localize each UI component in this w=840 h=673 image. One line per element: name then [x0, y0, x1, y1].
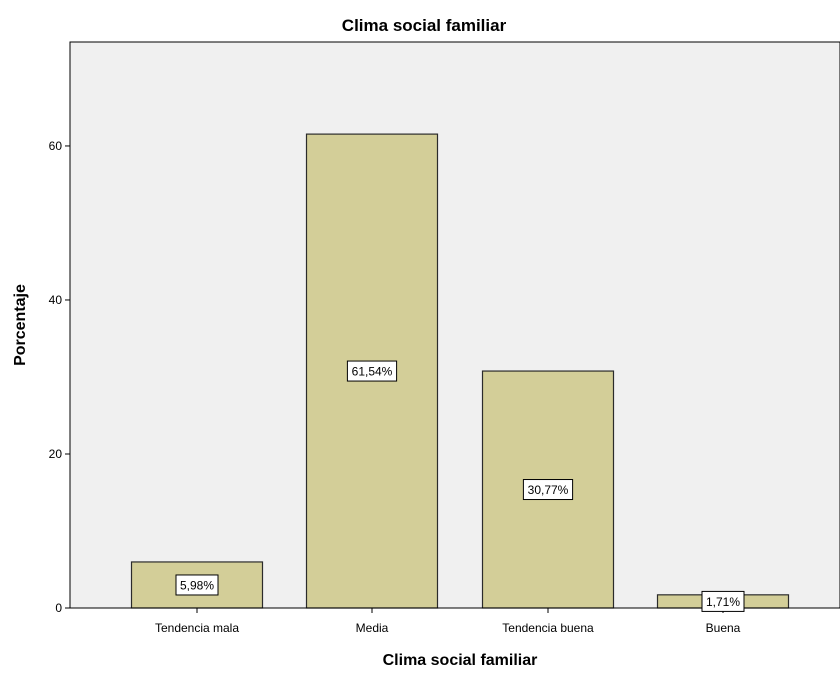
- data-label: 61,54%: [352, 365, 393, 379]
- x-tick-label: Tendencia buena: [502, 621, 594, 635]
- data-label: 1,71%: [706, 595, 740, 609]
- y-axis: 0 20 40 60: [49, 42, 71, 615]
- data-label-box: [175, 574, 219, 596]
- x-axis: Tendencia mala Media Tendencia buena Buena: [70, 607, 840, 635]
- data-label-box: [701, 590, 745, 612]
- y-tick-label: 0: [55, 601, 62, 615]
- y-tick-label: 40: [49, 293, 63, 307]
- y-axis-title: Porcentaje: [12, 284, 29, 366]
- data-label: 30,77%: [528, 483, 569, 497]
- data-label-box: [522, 479, 574, 501]
- chart-title: Clima social familiar: [342, 16, 507, 35]
- x-tick-label: Buena: [706, 621, 741, 635]
- x-tick-label: Media: [356, 621, 389, 635]
- data-labels-layer: 5,98% 61,54% 30,77% 1,71%: [175, 360, 745, 612]
- y-tick-label: 60: [49, 139, 63, 153]
- y-tick-label: 20: [49, 447, 63, 461]
- plot-area: [69, 41, 840, 609]
- data-label: 5,98%: [180, 578, 214, 592]
- data-label-box: [346, 360, 398, 382]
- x-tick-label: Tendencia mala: [155, 621, 239, 635]
- x-axis-title: Clima social familiar: [383, 652, 538, 668]
